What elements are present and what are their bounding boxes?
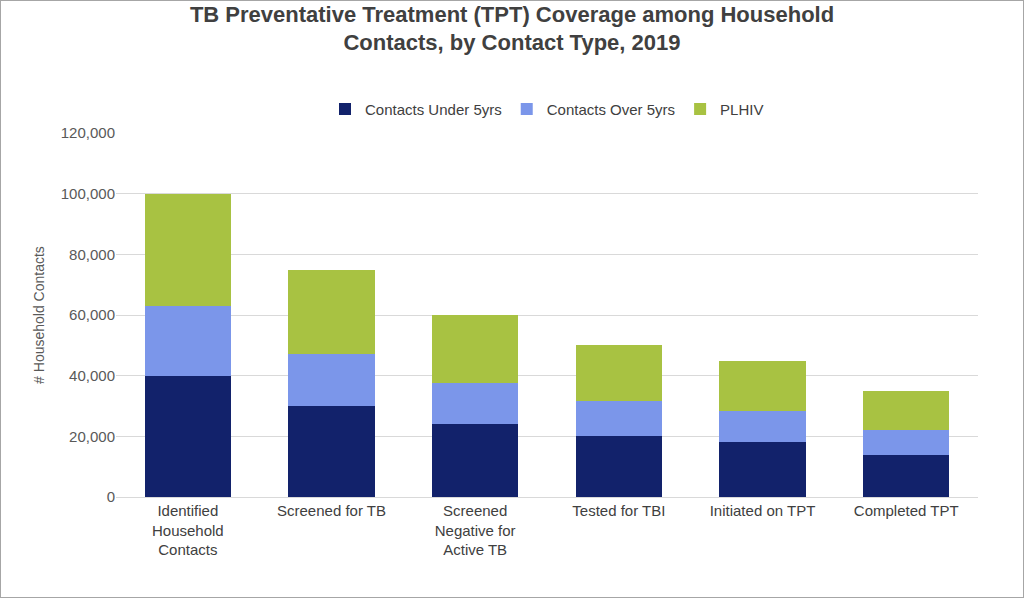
svg-text:100,000: 100,000 bbox=[61, 185, 115, 202]
svg-text:20,000: 20,000 bbox=[69, 428, 115, 445]
svg-text:80,000: 80,000 bbox=[69, 246, 115, 263]
svg-text:Contacts Under 5yrs: Contacts Under 5yrs bbox=[365, 101, 502, 118]
svg-text:ScreenedNegative forActive TB: ScreenedNegative forActive TB bbox=[435, 502, 516, 558]
svg-text:60,000: 60,000 bbox=[69, 306, 115, 323]
svg-text:40,000: 40,000 bbox=[69, 367, 115, 384]
svg-text:Tested for TBI: Tested for TBI bbox=[572, 502, 665, 519]
svg-text:Contacts Over 5yrs: Contacts Over 5yrs bbox=[547, 101, 675, 118]
svg-text:120,000: 120,000 bbox=[61, 124, 115, 141]
svg-text:TB Preventative Treatment (TPT: TB Preventative Treatment (TPT) Coverage… bbox=[190, 2, 834, 56]
svg-text:IdentifiedHouseholdContacts: IdentifiedHouseholdContacts bbox=[152, 502, 224, 558]
svg-text:Screened for TB: Screened for TB bbox=[277, 502, 386, 519]
svg-text:0: 0 bbox=[107, 488, 115, 505]
svg-text:PLHIV: PLHIV bbox=[720, 101, 763, 118]
svg-text:# Household Contacts: # Household Contacts bbox=[31, 246, 47, 384]
svg-text:Initiated on TPT: Initiated on TPT bbox=[710, 502, 816, 519]
svg-text:Completed TPT: Completed TPT bbox=[854, 502, 959, 519]
